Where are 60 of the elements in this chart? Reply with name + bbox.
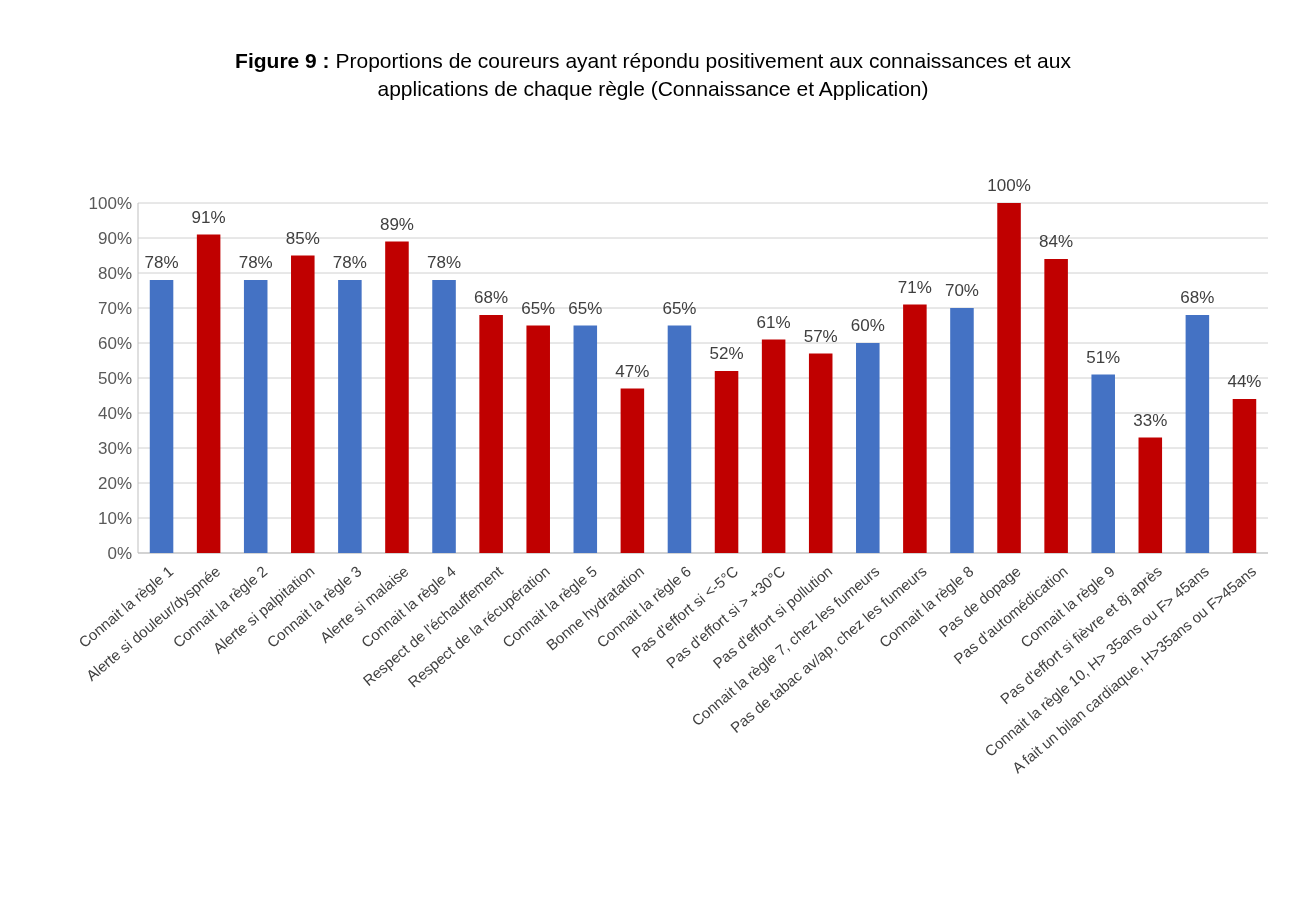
data-label: 84%: [1039, 232, 1074, 251]
bar: [950, 308, 974, 553]
bar: [432, 280, 456, 553]
data-label: 78%: [238, 253, 273, 272]
data-label: 44%: [1227, 372, 1262, 391]
bar: [338, 280, 362, 553]
bar: [1232, 399, 1257, 553]
bar: [1185, 315, 1210, 553]
bar: [479, 315, 503, 553]
bar: [149, 280, 174, 553]
bar: [903, 304, 927, 553]
data-label: 65%: [662, 298, 697, 318]
data-label: 78%: [144, 253, 179, 272]
bar: [196, 234, 221, 553]
data-label: 85%: [285, 228, 320, 248]
data-label: 61%: [756, 312, 791, 332]
y-tick-label: 20%: [97, 473, 132, 493]
bar: [385, 241, 409, 553]
bar: [526, 325, 550, 553]
y-tick-label: 80%: [97, 263, 132, 283]
y-tick-label: 30%: [97, 438, 132, 458]
y-tick-label: 100%: [88, 193, 132, 213]
y-tick-label: 90%: [97, 228, 132, 248]
data-label: 78%: [332, 253, 367, 272]
y-tick-label: 60%: [97, 333, 132, 353]
data-label: 68%: [474, 288, 509, 307]
bar: [573, 325, 598, 553]
data-label: 65%: [568, 298, 603, 318]
data-label: 52%: [709, 344, 744, 363]
data-label: 60%: [850, 316, 885, 335]
bar: [243, 280, 268, 553]
chart-title: Figure 9 : Proportions de coureurs ayant répondu positivement aux connaissances et aux applications de chaque règle (Connaissance et Application): [235, 49, 1072, 100]
data-label: 68%: [1180, 288, 1215, 307]
data-label: 78%: [427, 253, 462, 272]
bar: [620, 388, 645, 553]
data-label: 47%: [615, 361, 650, 381]
bar: [1138, 437, 1163, 553]
bar: [1091, 374, 1115, 553]
bar: [714, 371, 739, 553]
bar: [291, 255, 315, 553]
bar: [761, 339, 786, 553]
y-tick-label: 40%: [97, 403, 132, 423]
bar: [808, 353, 833, 553]
data-label: 71%: [897, 277, 932, 297]
y-tick-label: 70%: [97, 298, 132, 318]
data-label: 70%: [944, 281, 979, 300]
data-label: 65%: [521, 298, 556, 318]
y-tick-label: 0%: [107, 543, 132, 563]
data-label: 33%: [1133, 410, 1168, 430]
y-tick-label: 50%: [97, 368, 132, 388]
data-label: 57%: [803, 326, 838, 346]
data-label: 100%: [987, 176, 1031, 195]
bar: [667, 325, 692, 553]
data-label: 89%: [379, 214, 414, 234]
data-label: 51%: [1086, 347, 1121, 367]
bar: [856, 343, 880, 553]
data-label: 91%: [191, 207, 226, 227]
bar: [1044, 259, 1068, 553]
bar: [997, 203, 1021, 553]
y-tick-label: 10%: [97, 508, 132, 528]
